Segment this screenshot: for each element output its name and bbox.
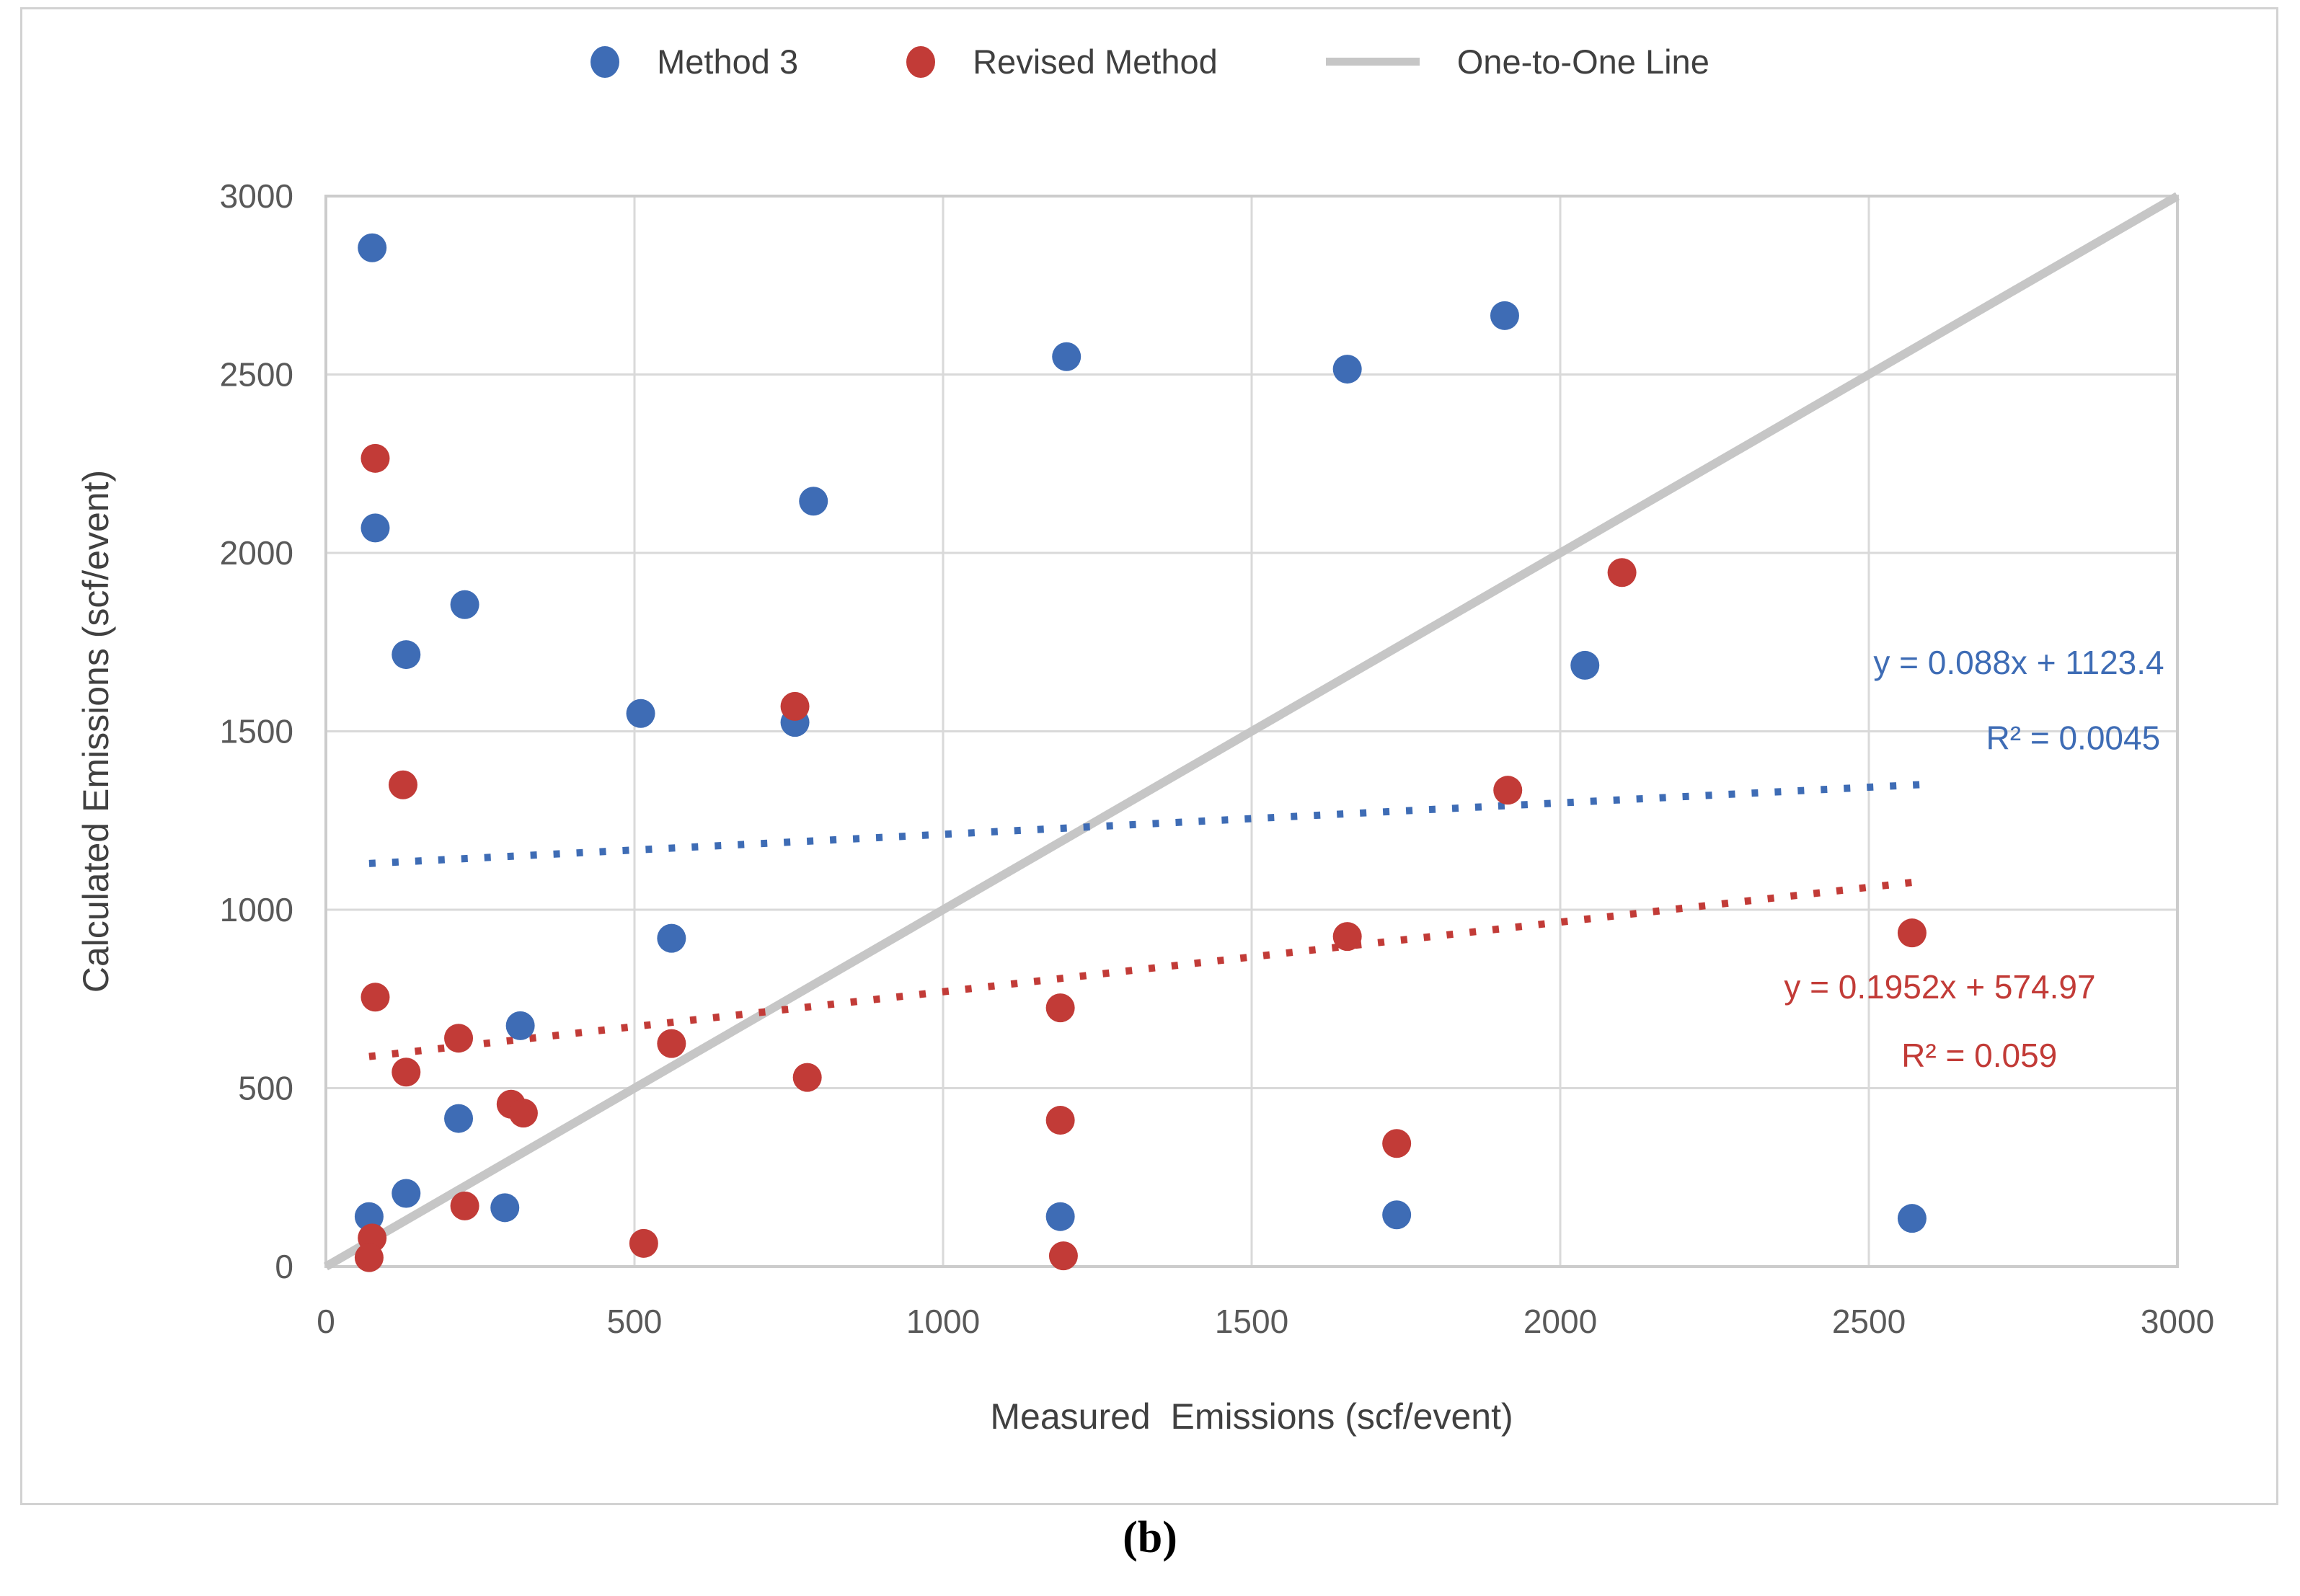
y-axis-tick-labels: 0 500 1000 1500 2000 2500 3000	[220, 177, 293, 1285]
x-tick-label: 1000	[906, 1303, 980, 1340]
legend-item-method3: Method 3	[591, 42, 798, 81]
x-tick-label: 0	[317, 1303, 335, 1340]
data-point	[657, 1029, 686, 1058]
revised-method-points	[354, 443, 1927, 1272]
data-point	[508, 1099, 538, 1128]
figure-caption: (b)	[1123, 1513, 1177, 1562]
data-point	[1897, 1204, 1927, 1233]
data-point	[1382, 1129, 1412, 1158]
x-axis-title: Measured Emissions (scf/event)	[990, 1396, 1513, 1437]
legend-label-revised-method: Revised Method	[973, 43, 1218, 81]
legend-label-method3: Method 3	[657, 43, 799, 81]
data-point	[657, 923, 686, 953]
r-squared-label: R² = 0.0045	[1986, 719, 2161, 757]
data-point	[1052, 342, 1082, 371]
y-tick-label: 500	[238, 1070, 293, 1107]
x-tick-label: 2000	[1523, 1303, 1597, 1340]
x-tick-label: 2500	[1832, 1303, 1906, 1340]
data-point	[392, 640, 421, 670]
x-tick-label: 1500	[1215, 1303, 1288, 1340]
x-axis-tick-labels: 0 500 1000 1500 2000 2500 3000	[317, 1303, 2214, 1340]
x-tick-label: 3000	[2141, 1303, 2214, 1340]
data-point	[444, 1104, 474, 1133]
data-point	[361, 983, 390, 1012]
data-point	[450, 590, 479, 619]
data-point	[361, 513, 390, 543]
data-point	[389, 770, 417, 799]
data-point	[1493, 776, 1523, 805]
data-point	[1570, 650, 1600, 680]
y-tick-label: 3000	[220, 177, 293, 215]
chart-legend: Method 3 Revised Method One-to-One Line	[0, 42, 2300, 81]
plot-area-border	[324, 195, 2179, 1268]
data-point	[1490, 301, 1519, 330]
y-tick-label: 1500	[220, 713, 293, 750]
r-squared-label: R² = 0.059	[1901, 1037, 2057, 1074]
y-axis-title: Calculated Emissions (scf/event)	[76, 470, 116, 993]
y-tick-label: 0	[275, 1248, 293, 1285]
data-point	[354, 1243, 384, 1272]
figure-panel-border	[20, 7, 2278, 1505]
revised-method-marker-icon	[906, 45, 936, 78]
data-point	[1332, 355, 1362, 384]
equation-label: y = 0.1952x + 574.97	[1784, 968, 2095, 1006]
data-point	[1382, 1200, 1412, 1230]
data-point	[505, 1011, 535, 1040]
method3-marker-icon	[591, 45, 620, 78]
data-point	[626, 699, 655, 728]
one-to-one-line-icon	[1325, 58, 1420, 66]
data-point	[799, 487, 828, 516]
y-tick-label: 1000	[220, 891, 293, 928]
data-point	[392, 1058, 421, 1087]
data-point	[629, 1228, 658, 1258]
data-point	[1607, 558, 1637, 588]
data-point	[361, 443, 390, 473]
trendline-annotation-revised-method: y = 0.1952x + 574.97 R² = 0.059	[1784, 968, 2095, 1074]
data-point	[444, 1024, 474, 1053]
legend-item-one-to-one: One-to-One Line	[1325, 42, 1709, 81]
y-tick-label: 2000	[220, 534, 293, 572]
data-point	[1048, 1241, 1078, 1271]
data-point	[354, 1202, 384, 1231]
data-point	[780, 691, 810, 721]
data-point	[1332, 922, 1362, 952]
data-point	[1045, 993, 1075, 1023]
method3-points	[354, 233, 1927, 1233]
legend-item-revised-method: Revised Method	[906, 42, 1218, 81]
data-point	[358, 233, 387, 262]
trendline-revised-method	[368, 877, 1922, 1060]
data-point	[1897, 918, 1927, 948]
data-point	[1045, 1106, 1075, 1135]
data-point	[450, 1191, 479, 1220]
one-to-one-line	[323, 192, 2180, 1271]
data-point	[792, 1063, 822, 1092]
trendline-annotation-method3: y = 0.088x + 1123.4 R² = 0.0045	[1873, 644, 2164, 757]
x-tick-label: 500	[607, 1303, 663, 1340]
data-point	[392, 1179, 421, 1208]
legend-label-one-to-one: One-to-One Line	[1456, 43, 1709, 81]
data-point	[490, 1193, 520, 1223]
data-point	[1045, 1202, 1075, 1231]
y-tick-label: 2500	[220, 356, 293, 394]
trendline-method3	[368, 781, 1922, 867]
equation-label: y = 0.088x + 1123.4	[1873, 644, 2164, 681]
